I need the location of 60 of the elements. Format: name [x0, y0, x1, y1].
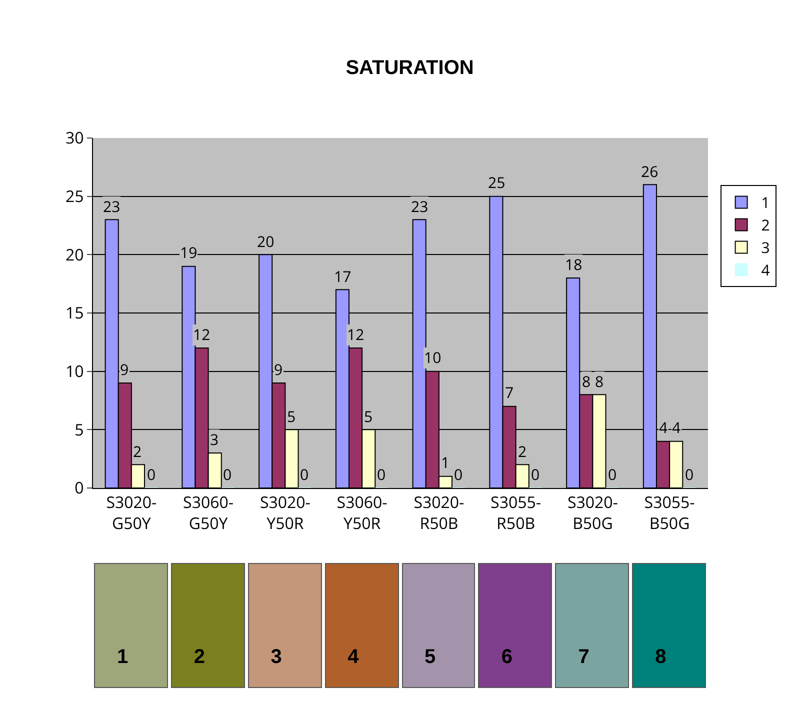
data-label: 4 [659, 418, 668, 438]
legend-label: 4 [761, 260, 770, 281]
data-label: 20 [257, 232, 274, 252]
data-label: 8 [582, 372, 591, 392]
chart-title: SATURATION [346, 57, 474, 80]
data-label: 9 [274, 360, 283, 380]
data-label: 1 [441, 453, 450, 473]
data-label: 19 [180, 243, 198, 263]
data-label: 23 [411, 197, 428, 217]
data-label: 26 [641, 162, 658, 182]
data-label: 17 [334, 267, 352, 287]
x-tick-label: S3020-G50Y [106, 491, 157, 534]
x-tick-label: S3020-B50G [567, 491, 618, 534]
color-swatch: 2 [170, 563, 245, 688]
x-tick-label: S3020-R50B [414, 491, 464, 534]
x-tick-label: S3060-Y50R [336, 491, 388, 534]
legend-label: 2 [761, 216, 770, 236]
data-label: 8 [595, 372, 604, 392]
y-tick-label: 5 [74, 418, 84, 440]
data-label: 0 [531, 465, 540, 485]
data-label: 0 [147, 465, 156, 485]
data-label: 0 [300, 465, 309, 485]
x-tick-label: S3060-G50Y [183, 491, 234, 534]
color-swatch: 1 [94, 563, 168, 688]
data-label: 0 [454, 465, 463, 485]
data-label: 12 [193, 325, 210, 345]
data-label: 4 [672, 418, 681, 438]
y-tick-label: 25 [66, 184, 84, 207]
color-swatch: 6 [478, 563, 552, 688]
color-swatch: 7 [555, 563, 630, 688]
legend-label: 3 [761, 238, 770, 258]
y-tick-label: 20 [66, 243, 84, 266]
data-label: 2 [133, 442, 142, 462]
data-label: 9 [120, 360, 129, 380]
data-label: 0 [608, 465, 617, 485]
color-swatch: 8 [632, 563, 706, 688]
color-swatch: 5 [402, 563, 476, 688]
data-label: 18 [565, 255, 582, 275]
data-label: 5 [364, 407, 373, 427]
data-label: 2 [518, 442, 527, 462]
y-tick-label: 10 [66, 360, 84, 382]
data-label: 12 [347, 325, 364, 345]
data-label: 10 [424, 348, 442, 368]
x-tick-label: S3055-R50B [490, 491, 542, 534]
data-label: 0 [223, 465, 232, 485]
data-label: 5 [287, 407, 296, 427]
data-label: 3 [210, 430, 219, 450]
data-label: 0 [377, 465, 386, 485]
data-label: 25 [488, 173, 506, 193]
color-swatch: 3 [248, 563, 322, 688]
data-label: 23 [103, 197, 120, 217]
x-tick-label: S3055-B50G [644, 491, 695, 534]
data-label: 7 [505, 383, 514, 403]
data-label: 0 [685, 465, 694, 485]
color-swatch: 4 [324, 563, 398, 688]
y-tick-label: 0 [74, 476, 84, 499]
legend-label: 1 [761, 193, 770, 214]
y-tick-label: 30 [66, 126, 84, 149]
x-tick-label: S3020-Y50R [260, 491, 310, 534]
y-tick-label: 15 [66, 302, 84, 324]
